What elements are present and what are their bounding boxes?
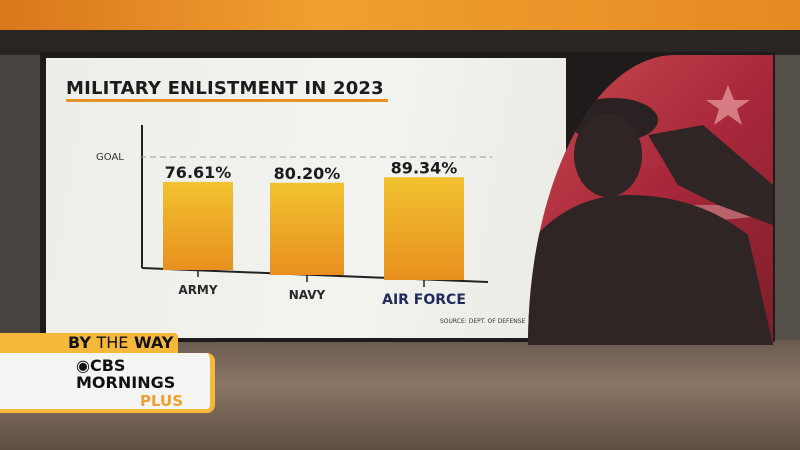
goal-label: GOAL <box>96 152 124 163</box>
studio-shelf-right <box>770 55 800 385</box>
category-label: NAVY <box>289 288 326 302</box>
brand-plus: PLUS <box>140 392 184 410</box>
bar <box>270 182 344 275</box>
bar <box>163 181 233 270</box>
show-word-1: BY <box>68 333 91 352</box>
brand-line-1: CBS <box>89 356 126 375</box>
chart-title: MILITARY ENLISTMENT IN 2023 <box>66 78 384 99</box>
studio-ceiling <box>0 30 800 55</box>
brand-card <box>0 353 215 413</box>
data-label: 80.20% <box>274 164 341 183</box>
brand-line-2: MORNINGS <box>76 373 176 392</box>
data-label: 89.34% <box>391 158 458 177</box>
bar <box>384 177 464 280</box>
source-note: SOURCE: DEPT. OF DEFENSE <box>440 318 526 325</box>
show-word-3: WAY <box>133 333 174 352</box>
show-word-2: THE <box>96 333 129 352</box>
studio-light-strip <box>0 0 800 30</box>
cbs-mornings-logo: ◉CBS MORNINGS <box>76 357 175 391</box>
category-label: AIR FORCE <box>382 292 466 308</box>
data-label: 76.61% <box>165 163 232 182</box>
title-underline <box>66 99 388 102</box>
cbs-eye-icon: ◉ <box>76 356 90 375</box>
category-label: ARMY <box>178 283 217 297</box>
show-banner: BY THE WAY <box>0 333 178 353</box>
